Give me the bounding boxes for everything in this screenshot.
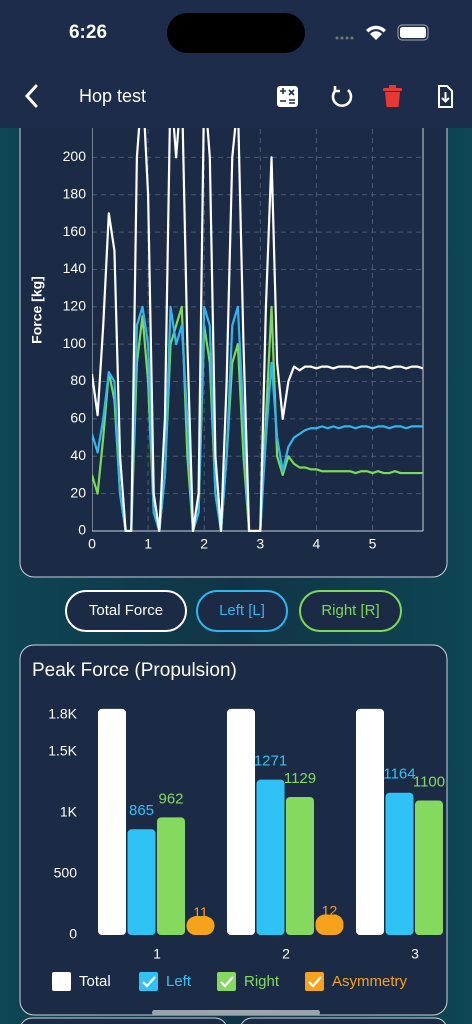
value-label: 962 bbox=[158, 790, 183, 807]
legend-checkbox[interactable] bbox=[305, 972, 324, 991]
x-tick-label: 2 bbox=[200, 536, 208, 552]
x-tick-label: 3 bbox=[256, 536, 264, 552]
bar bbox=[286, 797, 314, 935]
bar bbox=[227, 708, 255, 935]
value-label: 1100 bbox=[413, 774, 445, 791]
x-tick-label: 4 bbox=[313, 536, 321, 552]
chart-title: Peak Force (Propulsion) bbox=[32, 660, 237, 681]
y-tick-label: 160 bbox=[63, 223, 87, 239]
y-tick-label: 0 bbox=[78, 522, 86, 538]
y-tick-label: 200 bbox=[63, 148, 87, 164]
status-icons bbox=[335, 24, 429, 41]
series-toggle-button[interactable] bbox=[196, 590, 288, 632]
series-toggle-button[interactable] bbox=[65, 590, 187, 632]
legend-checkbox[interactable] bbox=[52, 972, 71, 991]
line-series bbox=[92, 120, 424, 532]
x-tick-label: 5 bbox=[369, 536, 377, 552]
status-time: 6:26 bbox=[69, 22, 107, 43]
bar bbox=[415, 800, 443, 935]
export-button[interactable] bbox=[438, 85, 453, 108]
line-plot bbox=[92, 120, 424, 532]
x-tick-label: 3 bbox=[411, 946, 419, 962]
calculator-button[interactable] bbox=[277, 86, 298, 107]
x-tick-label: 1 bbox=[153, 946, 161, 962]
value-label: 1164 bbox=[383, 766, 415, 783]
x-tick-label: 1 bbox=[144, 536, 152, 552]
x-tick-label: 2 bbox=[282, 946, 290, 962]
bar bbox=[385, 792, 414, 935]
dynamic-island bbox=[167, 13, 305, 53]
y-axis-label: Force [kg] bbox=[29, 276, 45, 344]
legend-check[interactable] bbox=[308, 976, 322, 988]
bar bbox=[256, 779, 285, 935]
bar bbox=[186, 916, 215, 935]
series-toggle-button[interactable] bbox=[299, 590, 402, 632]
legend-check[interactable] bbox=[142, 976, 156, 988]
value-label: 12 bbox=[322, 902, 338, 918]
legend-checkbox[interactable] bbox=[139, 972, 158, 991]
y-tick-label: 20 bbox=[70, 484, 86, 500]
y-tick-label: 1K bbox=[60, 803, 78, 819]
value-label: 1129 bbox=[284, 770, 316, 787]
y-tick-label: 80 bbox=[70, 372, 86, 388]
y-tick-label: 60 bbox=[70, 410, 86, 426]
legend-checkbox[interactable] bbox=[217, 972, 236, 991]
y-tick-label: 40 bbox=[70, 447, 86, 463]
refresh-button[interactable] bbox=[331, 86, 353, 107]
value-label: 865 bbox=[129, 802, 154, 819]
legend-label[interactable]: Left bbox=[166, 973, 192, 990]
y-tick-label: 120 bbox=[63, 298, 87, 314]
legend-label[interactable]: Asymmetry bbox=[332, 973, 408, 990]
legend-label[interactable]: Total bbox=[79, 973, 111, 990]
bar bbox=[127, 829, 156, 935]
y-tick-label: 140 bbox=[63, 260, 87, 276]
y-tick-label: 500 bbox=[54, 865, 78, 881]
series-toggle-label[interactable]: Right [R] bbox=[321, 602, 379, 619]
series-toggle-label[interactable]: Left [L] bbox=[219, 602, 265, 619]
legend-check[interactable] bbox=[220, 976, 234, 988]
x-tick-label: 0 bbox=[88, 536, 96, 552]
next-card bbox=[241, 1017, 446, 1024]
bar bbox=[157, 817, 185, 935]
y-tick-label: 0 bbox=[69, 926, 77, 942]
y-tick-label: 1.5K bbox=[48, 742, 77, 758]
bar bbox=[356, 708, 384, 935]
value-label: 1271 bbox=[254, 753, 287, 770]
bar bbox=[98, 708, 126, 935]
nav-title: Hop test bbox=[79, 86, 146, 106]
back-button[interactable] bbox=[24, 84, 38, 108]
value-label: 11 bbox=[193, 904, 208, 920]
y-tick-label: 180 bbox=[63, 185, 87, 201]
legend-label[interactable]: Right bbox=[244, 973, 280, 990]
home-indicator bbox=[152, 1010, 320, 1015]
delete-button[interactable] bbox=[383, 85, 402, 107]
next-card bbox=[21, 1017, 226, 1024]
bar bbox=[315, 914, 344, 935]
series-toggle-label[interactable]: Total Force bbox=[89, 602, 163, 619]
y-tick-label: 1.8K bbox=[48, 706, 77, 722]
y-tick-label: 100 bbox=[63, 335, 87, 351]
